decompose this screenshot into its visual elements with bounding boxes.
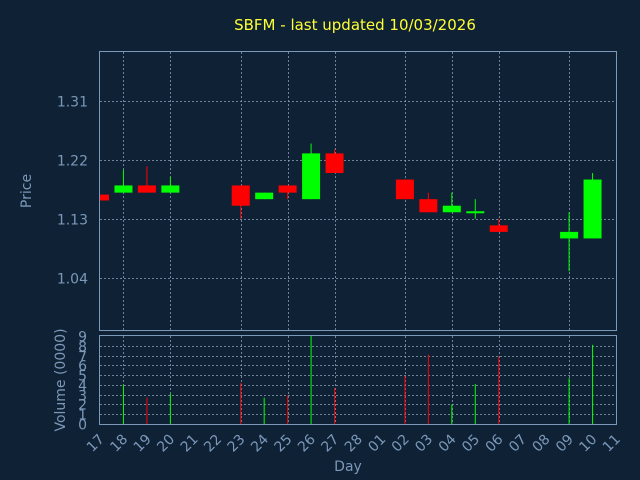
price-axis-label: Price <box>19 174 35 208</box>
price-tick-label: 1.22 <box>57 154 88 170</box>
volume-grid <box>100 336 616 424</box>
volume-tick-label: 8 <box>78 340 87 356</box>
volume-tick-label: 4 <box>78 379 87 395</box>
candle-body <box>560 231 579 239</box>
volume-tick-label: 0 <box>78 418 87 434</box>
candle-body <box>442 205 461 213</box>
x-axis-ticks: 17 18 19 20 21 22 23 24 25 26 27 28 01 02 03 04 05 06 07 08… <box>84 431 624 455</box>
candle-body <box>302 153 321 200</box>
price-y-ticks: 1.31 1.22 1.13 1.04 <box>57 95 88 288</box>
volume-plot-frame <box>99 335 617 425</box>
candles <box>99 143 602 272</box>
candle-body <box>395 179 414 200</box>
candle-body <box>325 153 344 174</box>
chart-title: SBFM - last updated 10/03/2026 <box>234 16 476 34</box>
volume-tick-label: 6 <box>78 359 87 375</box>
volume-bars <box>122 336 594 424</box>
volume-tick-label: 7 <box>78 350 87 366</box>
price-tick-label: 1.04 <box>57 272 88 288</box>
volume-tick-label: 5 <box>78 369 87 385</box>
price-panel: 1.31 1.22 1.13 1.04 Price <box>19 51 617 331</box>
candle-body <box>161 185 180 193</box>
candle-body <box>489 225 508 232</box>
candle-body <box>231 185 250 206</box>
price-grid <box>100 52 616 330</box>
candle-body <box>583 179 602 239</box>
volume-tick-label: 1 <box>78 408 87 424</box>
price-tick-label: 1.31 <box>57 95 88 111</box>
candle-body <box>137 185 156 193</box>
candle-body <box>255 192 274 200</box>
x-axis-label: Day <box>334 459 362 475</box>
volume-tick-label: 2 <box>78 398 87 414</box>
volume-tick-label: 9 <box>78 330 87 346</box>
price-plot-frame <box>99 51 617 331</box>
volume-tick-label: 3 <box>78 389 87 405</box>
candle-body <box>466 211 485 214</box>
candle-body <box>100 194 109 201</box>
price-tick-label: 1.13 <box>57 213 88 229</box>
volume-axis-label: Volume (0000) <box>53 328 69 431</box>
candle-body <box>278 185 297 193</box>
candle-body <box>114 185 133 193</box>
candle-body <box>419 199 438 213</box>
